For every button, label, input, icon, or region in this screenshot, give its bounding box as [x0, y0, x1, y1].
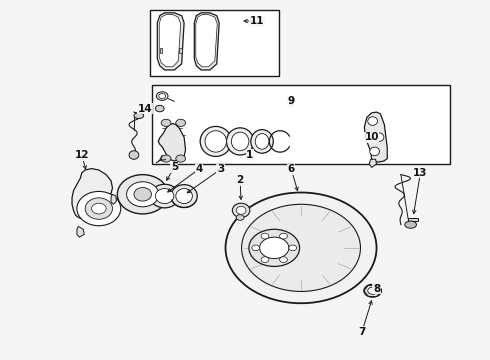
Polygon shape — [196, 15, 217, 67]
Ellipse shape — [134, 188, 151, 201]
Ellipse shape — [280, 257, 288, 262]
Ellipse shape — [161, 155, 171, 162]
Text: 4: 4 — [195, 164, 202, 174]
Polygon shape — [158, 123, 186, 161]
Polygon shape — [408, 217, 418, 221]
Text: 2: 2 — [237, 175, 244, 185]
Ellipse shape — [155, 105, 164, 112]
Ellipse shape — [370, 147, 379, 156]
Polygon shape — [160, 48, 162, 53]
Text: 12: 12 — [74, 150, 89, 160]
Ellipse shape — [364, 284, 381, 297]
Ellipse shape — [232, 203, 250, 217]
Text: 13: 13 — [413, 168, 428, 178]
Ellipse shape — [161, 119, 171, 126]
Text: 9: 9 — [288, 96, 295, 107]
Ellipse shape — [156, 92, 168, 100]
Ellipse shape — [225, 193, 376, 303]
Bar — [152, 85, 450, 164]
Ellipse shape — [261, 257, 269, 262]
Text: 7: 7 — [358, 327, 366, 337]
Ellipse shape — [134, 113, 144, 118]
Ellipse shape — [77, 192, 121, 226]
Polygon shape — [157, 13, 184, 70]
Polygon shape — [369, 159, 376, 167]
Ellipse shape — [129, 151, 139, 159]
Ellipse shape — [374, 133, 384, 141]
Text: 6: 6 — [288, 164, 295, 174]
Ellipse shape — [260, 237, 289, 258]
Bar — [150, 10, 279, 76]
Polygon shape — [77, 226, 84, 237]
Text: 5: 5 — [171, 162, 178, 172]
Ellipse shape — [236, 206, 246, 214]
Text: 3: 3 — [217, 164, 224, 174]
Ellipse shape — [176, 155, 186, 162]
Ellipse shape — [289, 245, 296, 251]
Polygon shape — [365, 112, 387, 162]
Ellipse shape — [368, 117, 377, 125]
Ellipse shape — [126, 182, 159, 207]
Ellipse shape — [171, 185, 197, 207]
Ellipse shape — [92, 203, 106, 214]
Ellipse shape — [261, 233, 269, 239]
Ellipse shape — [249, 229, 299, 266]
Text: 8: 8 — [373, 284, 380, 294]
Ellipse shape — [236, 215, 244, 220]
Text: 11: 11 — [250, 16, 265, 26]
Ellipse shape — [176, 189, 193, 203]
Text: 10: 10 — [365, 132, 379, 142]
Polygon shape — [111, 194, 116, 204]
Ellipse shape — [255, 134, 269, 149]
Ellipse shape — [205, 131, 226, 152]
Polygon shape — [195, 13, 219, 70]
Ellipse shape — [155, 189, 174, 203]
Ellipse shape — [85, 198, 113, 219]
Ellipse shape — [368, 287, 377, 294]
Text: 1: 1 — [246, 150, 253, 160]
Ellipse shape — [176, 119, 186, 126]
Polygon shape — [72, 168, 113, 219]
Ellipse shape — [226, 128, 254, 155]
Ellipse shape — [252, 245, 260, 251]
Ellipse shape — [251, 130, 273, 153]
Ellipse shape — [280, 233, 288, 239]
Polygon shape — [179, 48, 182, 53]
Ellipse shape — [150, 184, 179, 208]
Ellipse shape — [117, 175, 168, 214]
Text: 14: 14 — [138, 104, 152, 113]
Ellipse shape — [231, 132, 249, 151]
Ellipse shape — [405, 221, 416, 228]
Polygon shape — [159, 15, 181, 67]
Ellipse shape — [159, 94, 166, 99]
Ellipse shape — [242, 204, 361, 292]
Ellipse shape — [200, 126, 231, 157]
